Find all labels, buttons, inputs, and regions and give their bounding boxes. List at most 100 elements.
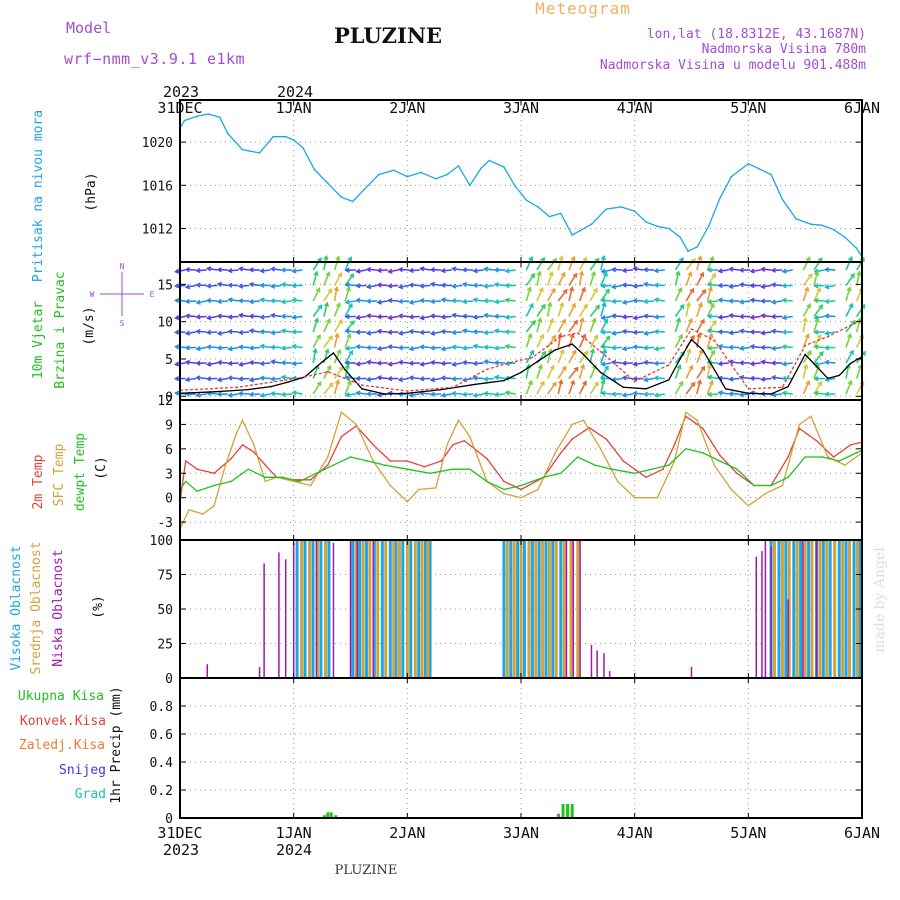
temp-ytick-label: -3 xyxy=(157,516,173,531)
wind-arrow xyxy=(845,350,854,364)
wind-arrow xyxy=(399,361,410,364)
temp-point xyxy=(315,472,318,475)
pressure-point xyxy=(810,223,812,225)
wind-arrow-head xyxy=(174,268,180,274)
precip-bar xyxy=(566,804,570,818)
wind-arrow-head xyxy=(334,332,340,338)
wind-arrow-head xyxy=(429,281,436,288)
cloud-bar xyxy=(534,540,538,678)
wind-arrow-head xyxy=(259,360,265,367)
wind-arrow-head xyxy=(184,345,190,351)
temp-point xyxy=(264,464,267,466)
compass-w: W xyxy=(90,290,95,299)
wind-arrow-head xyxy=(561,318,566,324)
wind-arrow-head xyxy=(527,379,533,386)
wind-arrow xyxy=(612,268,623,271)
wind-arrow xyxy=(612,315,623,318)
wind-arrow xyxy=(312,381,322,395)
wind-arrow-head xyxy=(706,374,713,381)
wind-arrow xyxy=(333,333,339,348)
cloud-bar xyxy=(509,540,513,678)
wind-arrow-head xyxy=(280,299,286,305)
wind-arrow xyxy=(557,380,563,395)
wind-arrow-head xyxy=(537,363,543,370)
wind-arrow-head xyxy=(397,266,403,273)
wind-arrow xyxy=(463,300,474,303)
wind-arrow-head xyxy=(551,381,557,387)
wind-arrow-head xyxy=(355,375,361,382)
wind-arrow xyxy=(239,284,250,288)
cloud-bar xyxy=(388,540,392,678)
temp-point xyxy=(253,443,255,446)
wind-point xyxy=(236,386,238,389)
wind-arrow xyxy=(855,271,861,286)
wind-arrow-head xyxy=(711,319,717,325)
wind-arrow xyxy=(217,283,229,287)
wind-arrow xyxy=(612,361,623,364)
wind-arrow-head xyxy=(749,268,755,274)
wind-arrow-head xyxy=(227,267,233,274)
wind-arrow-head xyxy=(595,304,600,310)
pressure-point xyxy=(633,210,636,213)
wind-arrow xyxy=(601,345,612,349)
wind-arrow xyxy=(356,362,367,366)
wind-point xyxy=(827,377,829,380)
pressure-point xyxy=(241,148,244,151)
wind-arrow xyxy=(399,377,410,381)
temp-point xyxy=(662,468,664,470)
cloud-bar xyxy=(413,540,417,678)
wind-arrow-head xyxy=(653,375,659,381)
wind-arrow xyxy=(525,287,531,302)
wind-arrow xyxy=(600,272,608,286)
precip-ytick-label: 0.4 xyxy=(150,756,174,771)
wind-arrow-head xyxy=(717,314,723,320)
wind-point xyxy=(287,381,289,383)
pressure-point xyxy=(272,135,275,138)
cloud-bar xyxy=(761,551,763,678)
wind-arrow-head xyxy=(397,359,404,366)
cloud-bar xyxy=(284,559,287,678)
wind-arrow-head xyxy=(387,297,393,304)
wind-arrow xyxy=(568,303,576,317)
wind-arrow xyxy=(813,304,823,317)
wind-arrow xyxy=(674,287,682,302)
wind-arrow-head xyxy=(397,313,404,319)
wind-arrow-head xyxy=(259,297,265,303)
wind-arrow-head xyxy=(195,267,201,274)
wind-arrow xyxy=(557,272,566,286)
wind-arrow-head xyxy=(280,360,286,366)
wind-arrow-head xyxy=(184,298,190,305)
wind-arrow-head xyxy=(461,267,467,273)
wind-arrow-head xyxy=(728,298,734,304)
wind-arrow-head xyxy=(419,297,425,304)
wind-arrow xyxy=(814,392,825,395)
wind-arrow-head xyxy=(621,345,627,352)
wind-arrow-head xyxy=(205,297,212,304)
wind-arrow-head xyxy=(749,282,755,289)
top-time-label: 5JAN xyxy=(730,99,766,117)
temp-point xyxy=(213,505,215,507)
wind-arrow-head xyxy=(419,344,425,350)
wind-arrow-head xyxy=(570,379,576,385)
wind-arrow-head xyxy=(558,379,564,385)
wind-arrow-head xyxy=(336,348,342,355)
wind-arrow-head xyxy=(781,361,787,367)
wind-arrow xyxy=(441,330,452,333)
wind-arrow-head xyxy=(195,345,201,352)
wind-arrow xyxy=(589,305,600,318)
top-time-label: 1JAN xyxy=(276,99,312,117)
precip-bar xyxy=(322,815,326,818)
wind-arrow-head xyxy=(816,333,822,340)
wind-arrow-head xyxy=(325,271,331,277)
pressure-point xyxy=(770,173,772,176)
wind-arrow-head xyxy=(700,365,706,371)
wind-arrow xyxy=(740,300,751,304)
wind-arrow-head xyxy=(184,313,190,319)
wind-arrow xyxy=(239,346,250,349)
pressure-point xyxy=(378,173,380,176)
model-label: Model xyxy=(66,19,111,37)
temp-point xyxy=(599,448,602,450)
wind-arrow xyxy=(207,299,218,302)
wind-arrow xyxy=(484,360,495,364)
wind-arrow-head xyxy=(685,301,692,307)
